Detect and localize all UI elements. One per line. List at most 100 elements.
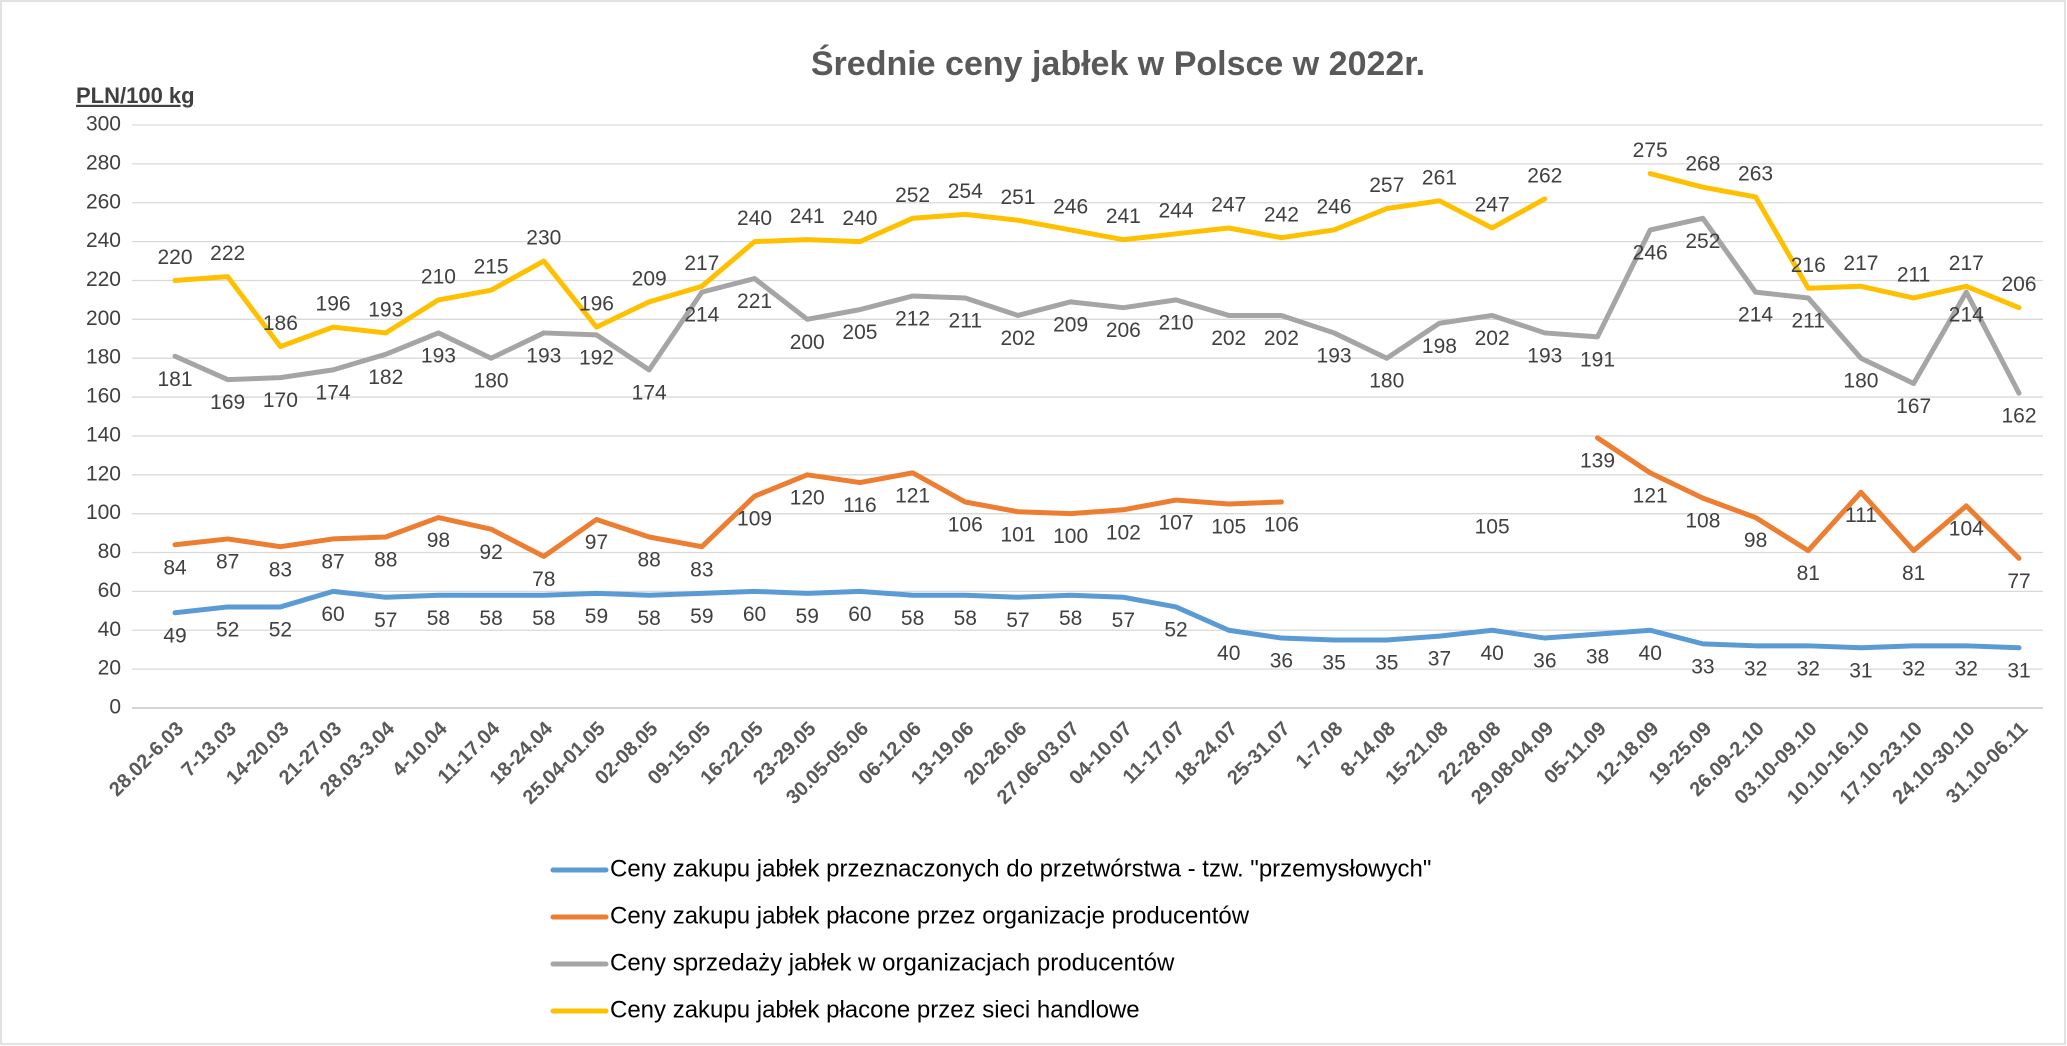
data-label: 214 xyxy=(1738,304,1773,327)
y-tick-label: 60 xyxy=(98,579,121,602)
y-tick-label: 260 xyxy=(86,190,121,213)
data-label: 32 xyxy=(1955,657,1978,680)
data-label: 32 xyxy=(1797,657,1820,680)
data-label: 83 xyxy=(690,558,713,581)
data-label: 52 xyxy=(1164,618,1187,641)
data-label: 196 xyxy=(316,293,351,316)
data-label: 261 xyxy=(1422,166,1457,189)
data-label: 78 xyxy=(532,568,555,591)
data-label: 40 xyxy=(1480,642,1503,665)
data-label: 60 xyxy=(848,603,871,626)
data-label: 52 xyxy=(269,618,292,641)
legend-label: Ceny zakupu jabłek przeznaczonych do prz… xyxy=(610,855,1431,882)
y-tick-label: 240 xyxy=(86,229,121,252)
data-label: 81 xyxy=(1902,562,1925,585)
data-label: 77 xyxy=(2007,570,2030,593)
data-label: 106 xyxy=(1264,514,1299,537)
data-label: 36 xyxy=(1270,650,1293,673)
data-label: 222 xyxy=(210,242,245,265)
data-label: 37 xyxy=(1428,648,1451,671)
data-label: 247 xyxy=(1211,194,1246,217)
data-label: 58 xyxy=(532,607,555,630)
data-label: 221 xyxy=(737,290,772,313)
y-axis-label: PLN/100 kg xyxy=(76,83,195,108)
data-label: 174 xyxy=(316,381,351,404)
data-label: 174 xyxy=(632,381,667,404)
data-label: 198 xyxy=(1422,335,1457,358)
y-tick-label: 280 xyxy=(86,151,121,174)
data-label: 87 xyxy=(216,550,239,573)
data-label: 35 xyxy=(1322,652,1345,675)
data-label: 162 xyxy=(2001,405,2036,428)
data-label: 205 xyxy=(842,321,877,344)
data-label: 241 xyxy=(1106,205,1141,228)
data-label: 210 xyxy=(421,265,456,288)
data-label: 58 xyxy=(1059,607,1082,630)
data-label: 240 xyxy=(842,207,877,230)
data-label: 32 xyxy=(1744,657,1767,680)
y-tick-label: 220 xyxy=(86,268,121,291)
data-label: 92 xyxy=(479,541,502,564)
data-label: 193 xyxy=(368,298,403,321)
data-label: 98 xyxy=(427,529,450,552)
data-label: 58 xyxy=(479,607,502,630)
y-tick-label: 160 xyxy=(86,385,121,408)
data-label: 59 xyxy=(796,605,819,628)
data-label: 31 xyxy=(2007,659,2030,682)
y-tick-label: 40 xyxy=(98,618,121,641)
y-tick-label: 120 xyxy=(86,462,121,485)
data-label: 196 xyxy=(579,293,614,316)
data-label: 33 xyxy=(1691,655,1714,678)
data-label: 100 xyxy=(1053,525,1088,548)
data-label: 242 xyxy=(1264,203,1299,226)
data-label: 246 xyxy=(1633,241,1668,264)
data-label: 182 xyxy=(368,366,403,389)
data-label: 106 xyxy=(948,514,983,537)
data-label: 57 xyxy=(1112,609,1135,632)
data-label: 58 xyxy=(901,607,924,630)
data-label: 246 xyxy=(1053,195,1088,218)
data-label: 212 xyxy=(895,308,930,331)
series-line xyxy=(172,171,2022,350)
data-label: 202 xyxy=(1000,327,1035,350)
data-label: 200 xyxy=(790,331,825,354)
data-label: 38 xyxy=(1586,646,1609,669)
data-label: 181 xyxy=(157,368,192,391)
chart-title: Średnie ceny jabłek w Polsce w 2022r. xyxy=(811,45,1425,83)
legend-label: Ceny zakupu jabłek płacone przez sieci h… xyxy=(610,996,1140,1023)
data-label: 111 xyxy=(1845,504,1877,527)
data-label: 97 xyxy=(585,531,608,554)
data-label: 193 xyxy=(1527,344,1562,367)
data-label: 121 xyxy=(895,484,930,507)
y-tick-label: 80 xyxy=(98,540,121,563)
data-label: 57 xyxy=(374,609,397,632)
data-label: 263 xyxy=(1738,162,1773,185)
data-label: 105 xyxy=(1475,515,1510,538)
data-label: 192 xyxy=(579,346,614,369)
data-label: 215 xyxy=(474,256,509,279)
series-line xyxy=(172,215,2022,396)
data-label: 116 xyxy=(843,494,876,517)
data-label: 230 xyxy=(526,227,561,250)
data-label: 214 xyxy=(1949,304,1984,327)
y-tick-label: 300 xyxy=(86,113,121,136)
data-label: 57 xyxy=(1006,609,1029,632)
data-label: 60 xyxy=(743,603,766,626)
data-label: 251 xyxy=(1000,186,1035,209)
data-label: 32 xyxy=(1902,657,1925,680)
data-label: 81 xyxy=(1797,562,1820,585)
data-label: 275 xyxy=(1633,139,1668,162)
y-tick-label: 180 xyxy=(86,346,121,369)
data-label: 58 xyxy=(954,607,977,630)
legend-label: Ceny zakupu jabłek płacone przez organiz… xyxy=(610,902,1250,929)
data-label: 240 xyxy=(737,207,772,230)
data-label: 107 xyxy=(1159,512,1194,535)
data-label: 210 xyxy=(1159,311,1194,334)
data-label: 180 xyxy=(474,370,509,393)
data-label: 216 xyxy=(1791,254,1826,277)
data-label: 252 xyxy=(1685,230,1720,253)
legend-label: Ceny sprzedaży jabłek w organizacjach pr… xyxy=(610,949,1175,976)
data-label: 206 xyxy=(1106,319,1141,342)
